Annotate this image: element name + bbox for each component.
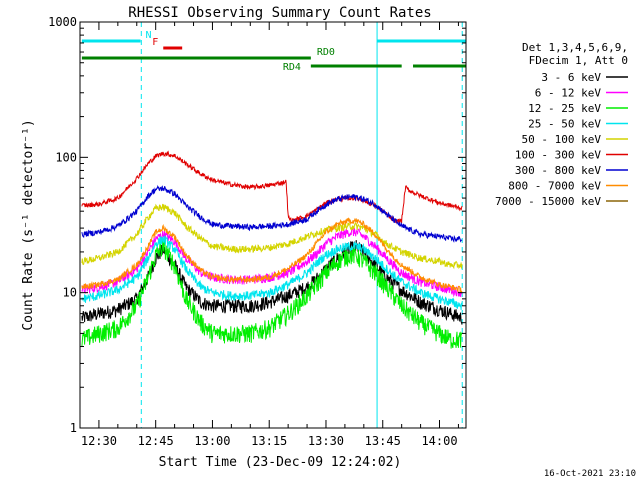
x-tick-label: 12:30 — [81, 434, 117, 448]
series-line-3 — [81, 235, 463, 311]
x-axis-label: Start Time (23-Dec-09 12:24:02) — [159, 455, 402, 470]
series-line-7 — [81, 217, 463, 294]
series-line-2 — [81, 239, 463, 349]
legend-entry-label: 3 - 6 keV — [541, 71, 601, 84]
legend-entry-label: 25 - 50 keV — [528, 118, 601, 131]
x-tick-label: 12:45 — [138, 434, 174, 448]
legend-header-line: Det 1,3,4,5,6,9, — [522, 41, 628, 54]
plot-frame — [79, 21, 467, 429]
series-line-6 — [81, 184, 463, 243]
chart-title: RHESSI Observing Summary Count Rates — [128, 5, 431, 21]
series-line-4 — [81, 203, 463, 270]
plot-clip-group: NF RD0 RD4 — [81, 22, 466, 428]
flag-label-n: N — [146, 30, 152, 41]
x-tick-label: 14:00 — [421, 434, 457, 448]
timestamp-label: 16-Oct-2021 23:10 — [544, 469, 636, 479]
axis-ticks: 12:30 12:45 13:00 13:15 13:30 13:45 14:00 1 10 10… — [48, 15, 466, 448]
x-tick-label: 13:00 — [194, 434, 230, 448]
legend-header-line: FDecim 1, Att 0 — [529, 54, 628, 67]
x-tick-label: 13:15 — [251, 434, 287, 448]
series-layer — [81, 150, 463, 349]
flag-label-f: F — [152, 37, 158, 48]
y-tick-label: 10 — [63, 286, 77, 300]
x-tick-label: 13:30 — [308, 434, 344, 448]
y-tick-label: 100 — [55, 150, 77, 164]
series-line-5 — [81, 150, 463, 224]
y-axis-label: Count Rate (s⁻¹ detector⁻¹) — [21, 119, 36, 330]
legend-entry-label: 100 - 300 keV — [515, 149, 601, 162]
legend-entry-label: 7000 - 15000 keV — [495, 195, 601, 208]
legend-entry-label: 12 - 25 keV — [528, 102, 601, 115]
flag-bars: NF RD0 RD4 — [81, 30, 466, 73]
y-tick-label: 1000 — [48, 15, 77, 29]
flag-label-rd0: RD0 — [317, 47, 335, 58]
legend-entry-label: 300 - 800 keV — [515, 164, 601, 177]
flag-label-rd4: RD4 — [283, 62, 301, 73]
guide-lines — [140, 22, 463, 428]
y-tick-label: 1 — [70, 421, 77, 435]
legend-entry-label: 800 - 7000 keV — [508, 180, 601, 193]
x-tick-label: 13:45 — [365, 434, 401, 448]
legend-entry-label: 50 - 100 keV — [522, 133, 602, 146]
legend: Det 1,3,4,5,6,9,FDecim 1, Att 0 3 - 6 keV… — [495, 41, 628, 208]
legend-entry-label: 6 - 12 keV — [535, 87, 602, 100]
